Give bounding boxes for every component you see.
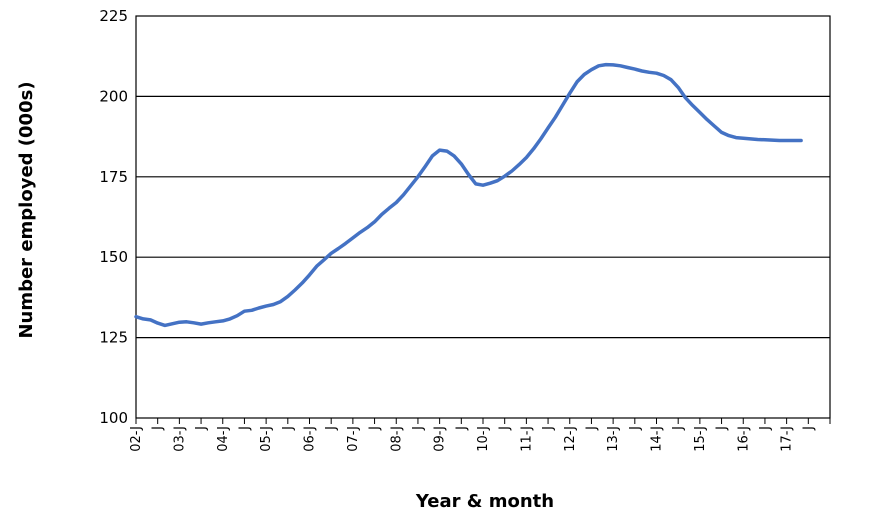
x-tick-label: J [411, 426, 426, 431]
x-tick-label: J [801, 426, 816, 431]
series-line [134, 62, 803, 328]
x-tick-label: 15-J [693, 426, 708, 452]
x-tick-label: 11-J [519, 426, 534, 452]
x-tick-label: 14-J [650, 426, 665, 452]
x-tick-label: J [194, 426, 209, 431]
x-tick-label: 08-J [389, 426, 404, 452]
y-tick-label: 225 [99, 7, 128, 25]
x-tick-label: 07-J [346, 426, 361, 452]
x-tick-label: J [151, 426, 166, 431]
plot-area [135, 15, 831, 419]
x-tick-label: 02-J [129, 426, 144, 452]
x-tick-label: 17-J [780, 426, 795, 452]
gridlines [136, 95, 830, 339]
y-tick-label: 125 [99, 329, 128, 347]
x-tick-label: 09-J [433, 426, 448, 452]
x-tick-label: J [454, 426, 469, 431]
x-tick-label: 16-J [736, 426, 751, 452]
x-tick-label: 03-J [172, 426, 187, 452]
x-axis-title: Year & month [415, 491, 554, 512]
x-tick-label: J [715, 426, 730, 431]
x-tick-label: J [324, 426, 339, 431]
x-tick-label: J [758, 426, 773, 431]
y-tick-label: 100 [99, 409, 128, 427]
x-tick-label: 05-J [259, 426, 274, 452]
x-tick-label: J [671, 426, 686, 431]
x-axis-tick-marks [135, 418, 831, 424]
x-tick-label: 13-J [606, 426, 621, 452]
x-tick-label: J [541, 426, 556, 431]
x-tick-label: 04-J [216, 426, 231, 452]
x-tick-label: J [584, 426, 599, 431]
y-axis-tick-labels: 100 125 150 175 200 225 [99, 7, 128, 427]
x-tick-label: J [237, 426, 252, 431]
x-axis-tick-labels: 02-J J 03-J J 04-J J 05-J J 06-J J 07-J J 08-J J 09-J J… [129, 426, 816, 452]
x-tick-label: 10-J [476, 426, 491, 452]
y-tick-label: 175 [99, 168, 128, 186]
x-tick-label: J [628, 426, 643, 431]
y-tick-label: 200 [99, 87, 128, 105]
x-tick-label: J [281, 426, 296, 431]
x-tick-label: J [368, 426, 383, 431]
y-axis-title: Number employed (000s) [16, 81, 37, 338]
x-tick-label: J [498, 426, 513, 431]
y-tick-label: 150 [99, 248, 128, 266]
x-tick-label: 06-J [303, 426, 318, 452]
x-tick-label: 12-J [563, 426, 578, 452]
